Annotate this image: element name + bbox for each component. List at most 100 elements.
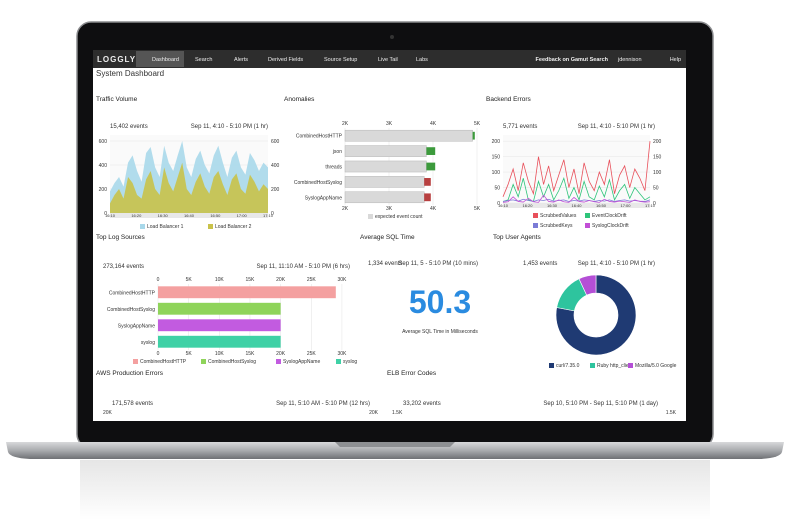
y-tick-label: 50	[494, 186, 500, 192]
legend-swatch	[533, 223, 538, 228]
time-range: Sep 11, 4:10 - 5:10 PM (1 hr)	[191, 124, 268, 130]
x-tick-label: 16:30	[158, 213, 169, 218]
y2-tick-label: 100	[653, 170, 662, 176]
widget-title: AWS Production Errors	[96, 370, 164, 377]
nav-item[interactable]: Live Tail	[378, 57, 398, 63]
widget-title: Backend Errors	[486, 96, 532, 103]
category-label: SyslogAppName	[305, 195, 342, 201]
x-tick-label-bottom: 4K	[430, 206, 437, 212]
legend-swatch	[201, 359, 206, 364]
axis-label: 20K	[369, 410, 379, 416]
legend-label: SyslogAppName	[283, 359, 320, 365]
category-label: CombinedHostSyslog	[107, 307, 155, 313]
x-tick-label: 5K	[474, 121, 481, 127]
help-link[interactable]: Help	[670, 57, 681, 63]
logo: LOGGLY	[97, 55, 136, 64]
widget-title: Top Log Sources	[96, 234, 146, 241]
x-tick-label: 17:00	[620, 203, 631, 208]
x-tick-label-bottom: 15K	[246, 351, 256, 357]
legend-swatch	[276, 359, 281, 364]
nav-item[interactable]: Search	[195, 57, 212, 63]
feedback-link[interactable]: Feedback on Gamut Search	[536, 57, 609, 63]
nav-bar	[93, 50, 686, 68]
y2-tick-label: 150	[653, 155, 662, 161]
y-tick-label: 400	[99, 163, 108, 169]
y2-tick-label: 400	[271, 163, 280, 169]
time-range: Sep 10, 5:10 PM - Sep 11, 5:10 PM (1 day…	[543, 401, 658, 407]
legend-label: EventClockDrift	[592, 213, 627, 219]
widget-title: Average SQL Time	[360, 234, 415, 241]
x-tick-label-bottom: 5K	[474, 206, 481, 212]
category-label: json	[332, 149, 342, 155]
x-axis-band	[503, 203, 650, 208]
nav-item[interactable]: Alerts	[234, 57, 248, 63]
legend-swatch	[533, 213, 538, 218]
x-tick-label: 16:30	[547, 203, 558, 208]
y2-tick-label: 0	[271, 211, 274, 217]
widget-title: Anomalies	[284, 96, 315, 103]
bar	[158, 302, 281, 315]
user-menu[interactable]: jdennison	[617, 57, 642, 63]
donut-slice	[555, 274, 637, 356]
legend-swatch	[336, 359, 341, 364]
bar	[344, 176, 425, 188]
y2-tick-label: 200	[271, 187, 280, 193]
x-tick-label: 30K	[337, 277, 347, 283]
x-tick-label: 17:00	[237, 213, 248, 218]
x-tick-label: 16:50	[596, 203, 607, 208]
legend-label: curl/7.35.0	[556, 363, 580, 369]
event-count: 273,164 events	[103, 264, 144, 270]
actual-marker	[424, 193, 431, 202]
bar	[158, 319, 281, 332]
widget-title: Top User Agents	[493, 234, 541, 241]
legend-swatch	[549, 363, 554, 368]
event-count: 5,771 events	[503, 124, 537, 130]
category-label: CombinedHostSyslog	[294, 180, 342, 186]
time-range: Sep 11, 11:10 AM - 5:10 PM (6 hrs)	[257, 264, 351, 270]
widget-title: ELB Error Codes	[387, 370, 437, 377]
nav-item[interactable]: Dashboard	[152, 57, 179, 63]
category-label: CombinedHostHTTP	[109, 290, 156, 296]
reflection	[80, 460, 710, 520]
y-tick-label: 0	[497, 201, 500, 207]
actual-marker	[426, 162, 436, 171]
x-tick-label: 2K	[342, 121, 349, 127]
nav-item[interactable]: Labs	[416, 57, 428, 63]
nav-item[interactable]: Derived Fields	[268, 57, 303, 63]
legend-swatch	[133, 359, 138, 364]
y-tick-label: 200	[492, 139, 501, 145]
page-title: System Dashboard	[96, 69, 164, 78]
y-tick-label: 150	[492, 155, 501, 161]
event-count: 15,402 events	[110, 124, 148, 130]
donut-slice	[578, 274, 597, 296]
y2-tick-label: 0	[653, 201, 656, 207]
x-tick-label: 16:20	[131, 213, 142, 218]
legend-label: CombinedHostSyslog	[208, 359, 256, 365]
legend-label: Load Balancer 1	[147, 224, 184, 230]
time-range: Sep 11, 4:10 - 5:10 PM (1 hr)	[578, 261, 655, 267]
event-count: 1,334 events	[368, 261, 402, 267]
y-tick-label: 600	[99, 139, 108, 145]
x-tick-label: 5K	[186, 277, 193, 283]
x-tick-label: 25K	[307, 277, 317, 283]
legend-swatch	[585, 223, 590, 228]
big-number: 50.3	[409, 284, 471, 320]
x-tick-label: 0	[157, 277, 160, 283]
line	[502, 194, 651, 203]
x-tick-label-bottom: 0	[157, 351, 160, 357]
y-tick-label: 100	[492, 170, 501, 176]
x-tick-label: 3K	[386, 121, 393, 127]
time-range: Sep 11, 5 - 5:10 PM (10 mins)	[398, 261, 478, 267]
y2-tick-label: 200	[653, 139, 662, 145]
legend-swatch	[140, 224, 145, 229]
nav-item[interactable]: Source Setup	[324, 57, 357, 63]
nav-active	[136, 51, 184, 67]
x-tick-label: 16:40	[184, 213, 195, 218]
line	[502, 141, 651, 197]
x-axis-band	[110, 213, 268, 218]
bar	[344, 191, 425, 204]
legend-swatch	[590, 363, 595, 368]
screen	[93, 50, 686, 421]
x-tick-label: 4K	[430, 121, 437, 127]
